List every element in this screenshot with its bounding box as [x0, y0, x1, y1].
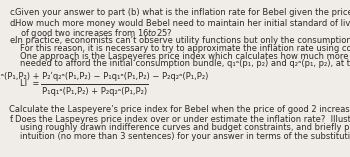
- Text: f.: f.: [9, 115, 14, 124]
- Text: In practice, economists can’t observe utility functions but only the consumption: In practice, economists can’t observe ut…: [15, 36, 350, 45]
- Text: needed to afford the initial consumption bundle, q₁ᵃ(p₁, p₂) and q₂ᵃ(p₁, p₂), at: needed to afford the initial consumption…: [20, 59, 350, 68]
- Text: LI  =: LI =: [20, 79, 40, 88]
- Text: using roughly drawn indifference curves and budget constraints, and briefly prov: using roughly drawn indifference curves …: [20, 123, 350, 132]
- Text: How much more money would Bebel need to maintain her initial standard of living : How much more money would Bebel need to …: [15, 19, 350, 28]
- Text: of good two increases from $16 to $25?: of good two increases from $16 to $25?: [20, 27, 173, 40]
- Text: Given your answer to part (b) what is the inflation rate for Bebel given the pri: Given your answer to part (b) what is th…: [15, 8, 350, 17]
- Text: One approach is the Laspeyeres price index which calculates how much more money : One approach is the Laspeyeres price ind…: [20, 51, 350, 60]
- Text: Does the Laspeyres price index over or under estimate the inflation rate?  Illus: Does the Laspeyres price index over or u…: [15, 115, 350, 124]
- Text: intuition (no more than 3 sentences) for your answer in terms of the substitutio: intuition (no more than 3 sentences) for…: [20, 132, 350, 141]
- Text: c.: c.: [9, 8, 17, 17]
- Text: P₁q₁ᵃ(P₁,P₂) + P₂q₂ᵃ(P₁,P₂): P₁q₁ᵃ(P₁,P₂) + P₂q₂ᵃ(P₁,P₂): [42, 87, 147, 96]
- Text: Calculate the Laspeyere’s price index for Bebel when the price of good 2 increas: Calculate the Laspeyere’s price index fo…: [9, 105, 350, 114]
- Text: d.: d.: [9, 19, 18, 28]
- Text: e.: e.: [9, 36, 17, 45]
- Text: P₁ʹq₁ᵃ(P₁,P₂) + P₂ʹq₂ᵃ(P₁,P₂) − P₁q₁ᵃ(P₁,P₂) − P₂q₂ᵃ(P₁,P₂): P₁ʹq₁ᵃ(P₁,P₂) + P₂ʹq₂ᵃ(P₁,P₂) − P₁q₁ᵃ(P₁…: [0, 72, 208, 81]
- Text: For this reason, it is necessary to try to approximate the inflation rate using : For this reason, it is necessary to try …: [20, 44, 350, 53]
